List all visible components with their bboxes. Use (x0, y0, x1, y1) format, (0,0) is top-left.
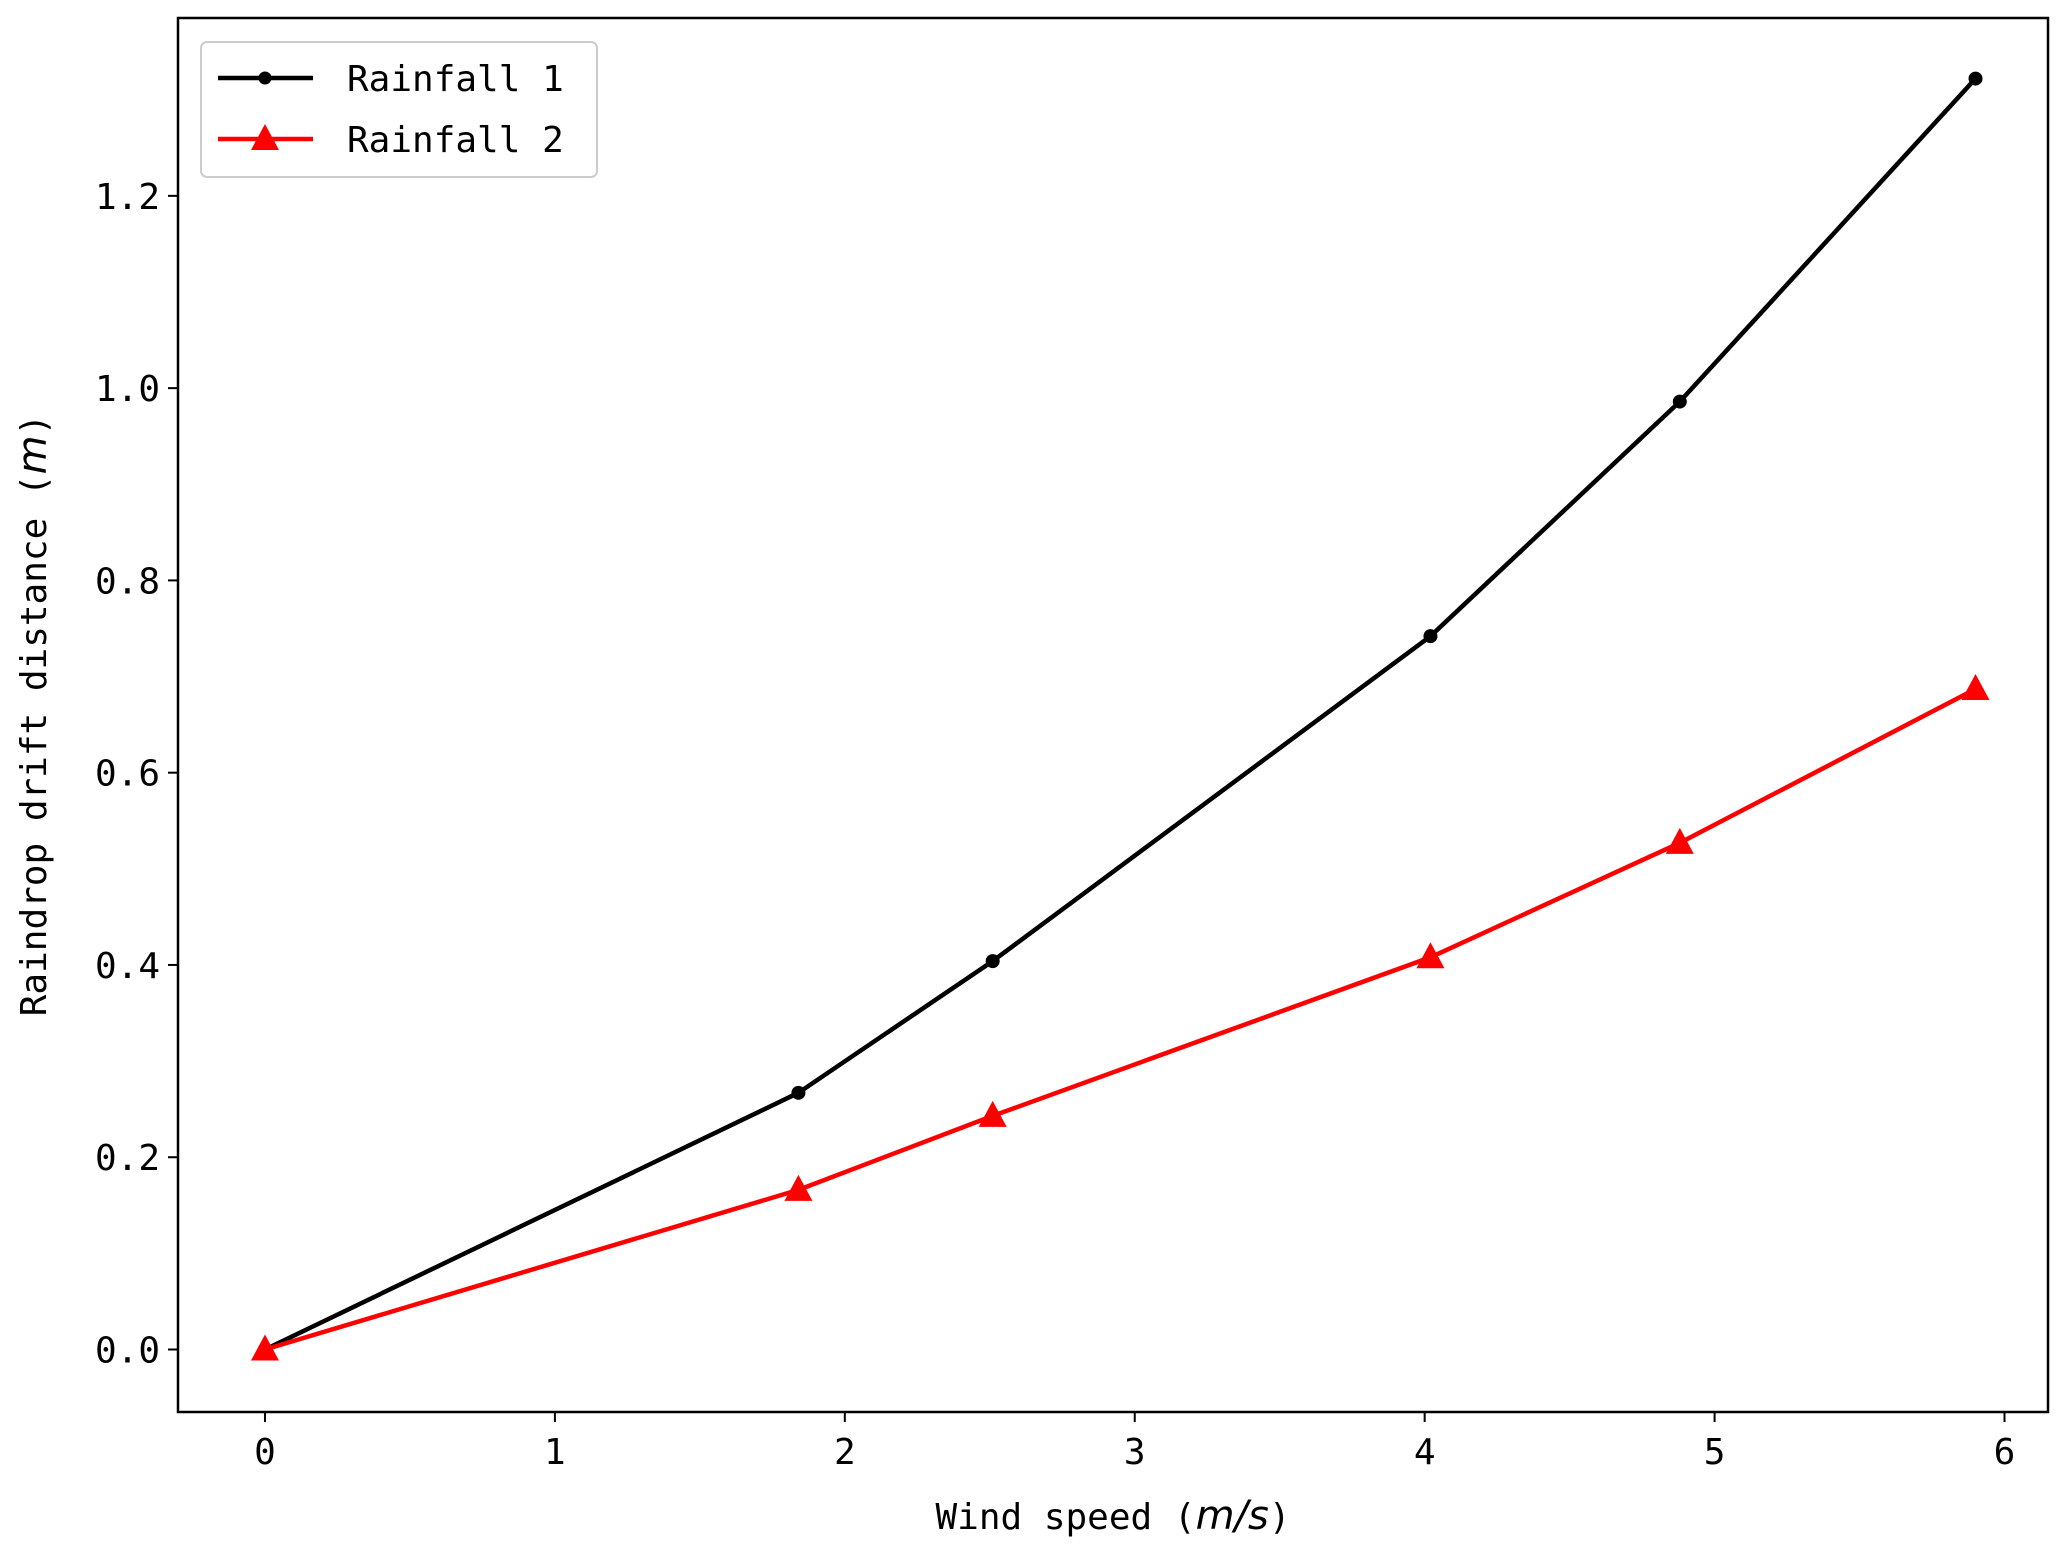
y-tick-label: 0.6 (95, 754, 160, 795)
data-point-rainfall-2 (1665, 827, 1694, 854)
x-tick-label: 5 (1704, 1432, 1726, 1473)
y-axis-label-unit: m (10, 435, 56, 474)
y-tick-label: 1.0 (95, 369, 160, 410)
legend-entry-rainfall-2: Rainfall 2 (218, 120, 564, 161)
x-tick-label: 2 (834, 1432, 856, 1473)
data-point-rainfall-2 (1416, 942, 1445, 969)
legend-label-rainfall-2: Rainfall 2 (347, 120, 564, 161)
y-tick-label: 1.2 (95, 177, 160, 218)
legend-marker-circle (258, 71, 272, 85)
x-axis-label-prefix: Wind speed ( (935, 1497, 1195, 1538)
series-line-rainfall-2 (262, 685, 1979, 1353)
data-point-rainfall-2 (784, 1174, 813, 1201)
y-tick-label: 0.8 (95, 561, 160, 602)
data-point-rainfall-2 (250, 1334, 279, 1361)
legend-label-rainfall-1: Rainfall 1 (347, 59, 564, 100)
legend: Rainfall 1 Rainfall 2 (200, 41, 598, 178)
x-tick-label: 0 (254, 1432, 276, 1473)
x-axis-ticks: 0 1 2 3 4 5 6 (254, 1412, 2015, 1473)
plot-area-frame (176, 16, 2050, 1414)
y-axis-label: Raindrop drift distance (m) (10, 414, 56, 1017)
data-point-rainfall-2 (978, 1100, 1007, 1127)
y-axis-label-suffix: ) (14, 414, 55, 436)
x-axis-label-suffix: ) (1269, 1497, 1291, 1538)
legend-entry-rainfall-1: Rainfall 1 (218, 59, 564, 100)
x-axis-label-unit: m/s (1196, 1493, 1269, 1539)
y-tick-label: 0.2 (95, 1138, 160, 1179)
y-axis-label-prefix: Raindrop drift distance ( (14, 474, 55, 1016)
x-axis-label: Wind speed (m/s) (935, 1493, 1290, 1539)
series-line-rainfall-1 (261, 75, 1979, 1353)
y-tick-label: 0.4 (95, 946, 160, 987)
legend-marker-triangle (251, 124, 279, 150)
data-point-rainfall-2 (1961, 674, 1990, 701)
x-tick-label: 3 (1124, 1432, 1146, 1473)
x-tick-label: 4 (1414, 1432, 1436, 1473)
y-tick-label: 0.0 (95, 1331, 160, 1372)
data-point-rainfall-1 (1423, 629, 1438, 644)
data-point-rainfall-1 (791, 1085, 806, 1100)
data-point-rainfall-1 (985, 954, 1000, 969)
y-axis-ticks: 0.0 0.2 0.4 0.6 0.8 1.0 1.2 (95, 177, 178, 1372)
x-tick-label: 6 (1994, 1432, 2016, 1473)
data-point-rainfall-1 (1672, 394, 1687, 409)
series-layer (250, 71, 1990, 1361)
data-point-rainfall-1 (1968, 71, 1983, 86)
x-tick-label: 1 (544, 1432, 566, 1473)
